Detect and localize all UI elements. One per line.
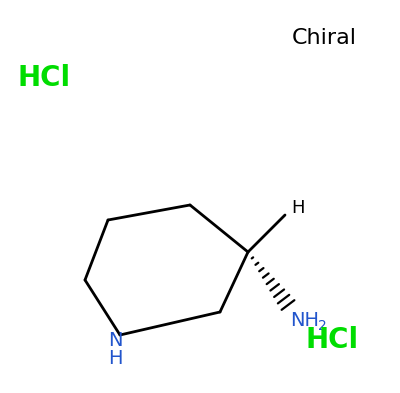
Text: HCl: HCl xyxy=(18,64,71,92)
Text: H: H xyxy=(108,349,122,367)
Text: HCl: HCl xyxy=(305,326,358,354)
Text: N: N xyxy=(108,331,122,349)
Text: 2: 2 xyxy=(318,319,327,333)
Text: NH: NH xyxy=(290,310,319,329)
Text: Chiral: Chiral xyxy=(292,28,357,48)
Text: H: H xyxy=(291,199,304,217)
